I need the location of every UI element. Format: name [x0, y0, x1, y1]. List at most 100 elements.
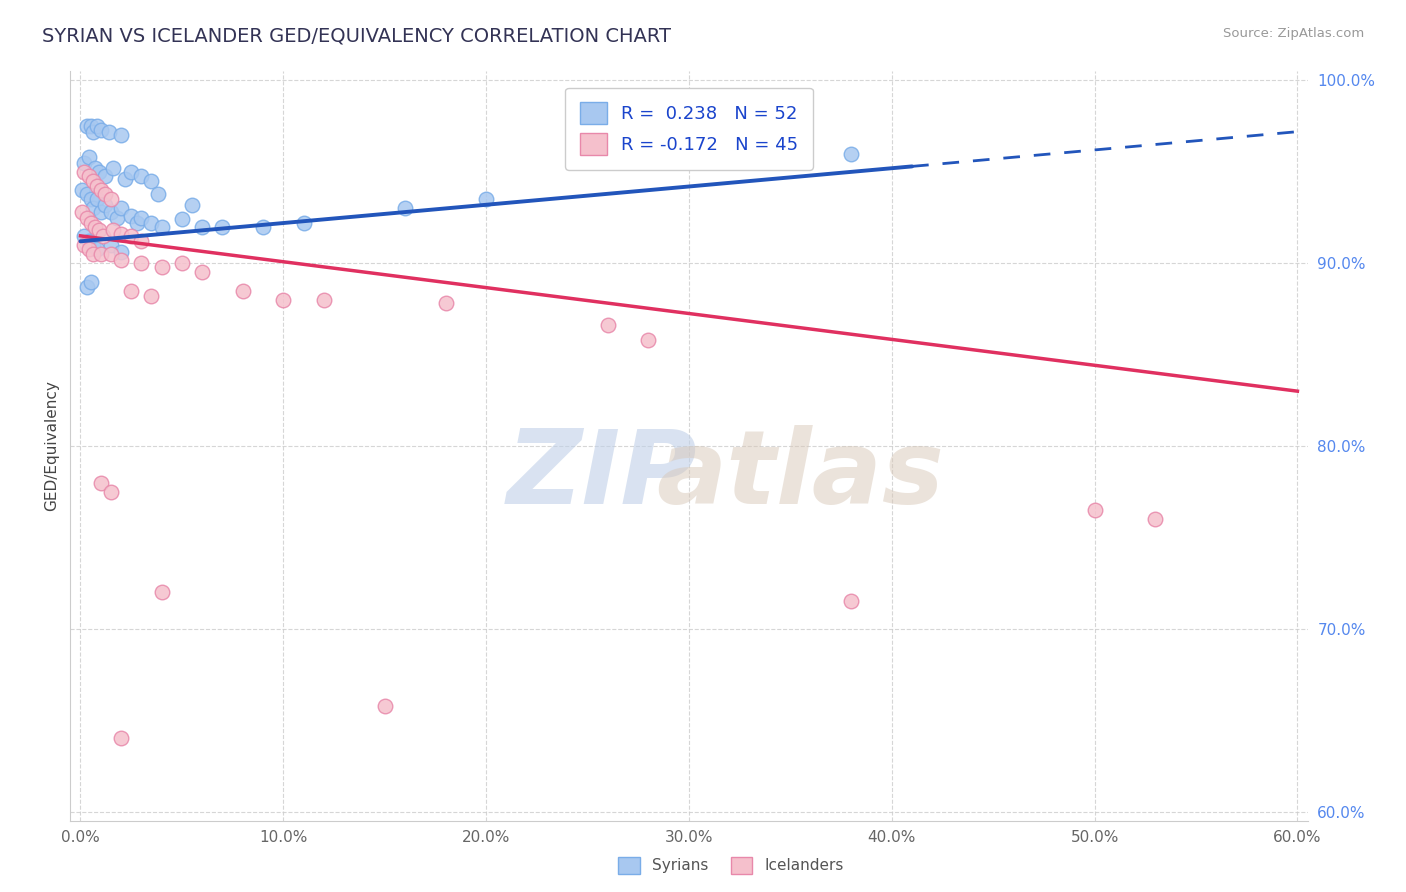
Point: [191, 265, 214, 279]
Point: [100, 192, 122, 206]
Point: [120, 284, 142, 298]
Point: [141, 289, 163, 303]
Text: atlas: atlas: [657, 425, 945, 526]
Point: [72, 205, 94, 219]
Point: [105, 211, 128, 225]
Point: [90, 183, 112, 197]
Point: [312, 293, 335, 307]
Point: [129, 169, 152, 183]
Text: SYRIAN VS ICELANDER GED/EQUIVALENCY CORRELATION CHART: SYRIAN VS ICELANDER GED/EQUIVALENCY CORR…: [42, 27, 671, 45]
Point: [100, 247, 122, 261]
Point: [120, 209, 142, 223]
Point: [82, 174, 104, 188]
Point: [232, 284, 254, 298]
Point: [129, 211, 152, 225]
Point: [170, 212, 193, 227]
Point: [596, 318, 619, 333]
Point: [82, 247, 104, 261]
Point: [79, 192, 101, 206]
Point: [252, 219, 274, 234]
Point: [94, 198, 117, 212]
Point: [129, 256, 152, 270]
Point: [110, 227, 132, 241]
Point: [114, 172, 136, 186]
Point: [150, 585, 173, 599]
Point: [73, 155, 96, 169]
Point: [1144, 512, 1167, 526]
Point: [73, 165, 96, 179]
Point: [77, 235, 100, 249]
Point: [90, 123, 112, 137]
Point: [120, 228, 142, 243]
Point: [211, 219, 233, 234]
Point: [73, 238, 96, 252]
Point: [110, 252, 132, 267]
Point: [101, 223, 124, 237]
Point: [100, 205, 122, 219]
Point: [76, 119, 98, 133]
Point: [101, 161, 124, 176]
Point: [100, 484, 122, 499]
Point: [150, 260, 173, 274]
Point: [87, 165, 110, 179]
Point: [374, 698, 396, 713]
Point: [73, 228, 96, 243]
Legend: R =  0.238   N = 52, R = -0.172   N = 45: R = 0.238 N = 52, R = -0.172 N = 45: [565, 88, 813, 169]
Point: [120, 165, 142, 179]
Point: [141, 174, 163, 188]
Point: [82, 238, 104, 252]
Point: [839, 594, 862, 608]
Point: [637, 333, 659, 347]
Point: [181, 198, 204, 212]
Point: [82, 202, 104, 216]
Point: [79, 119, 101, 133]
Point: [475, 192, 498, 206]
Point: [110, 245, 132, 260]
Point: [110, 202, 132, 216]
Point: [292, 216, 315, 230]
Point: [110, 128, 132, 143]
Point: [97, 125, 120, 139]
Point: [79, 275, 101, 289]
Point: [87, 223, 110, 237]
Point: [394, 202, 416, 216]
Point: [76, 280, 98, 294]
Point: [94, 169, 117, 183]
Point: [434, 296, 457, 310]
Point: [100, 238, 122, 252]
Point: [839, 146, 862, 161]
Point: [90, 247, 112, 261]
Point: [141, 216, 163, 230]
Point: [191, 219, 214, 234]
Point: [110, 731, 132, 746]
Point: [79, 216, 101, 230]
Point: [83, 161, 105, 176]
Point: [271, 293, 294, 307]
Point: [76, 186, 98, 201]
Text: ZIP: ZIP: [508, 425, 697, 526]
Point: [83, 219, 105, 234]
Point: [72, 183, 94, 197]
Point: [1084, 503, 1107, 517]
Point: [94, 186, 117, 201]
Point: [86, 179, 108, 194]
Point: [77, 150, 100, 164]
Point: [77, 169, 100, 183]
Point: [86, 192, 108, 206]
Text: Source: ZipAtlas.com: Source: ZipAtlas.com: [1223, 27, 1364, 40]
Point: [146, 186, 169, 201]
Point: [150, 219, 173, 234]
Point: [127, 216, 149, 230]
Point: [129, 235, 152, 249]
Point: [82, 125, 104, 139]
Y-axis label: GED/Equivalency: GED/Equivalency: [44, 381, 59, 511]
Point: [77, 242, 100, 256]
Point: [76, 211, 98, 225]
Legend: Syrians, Icelanders: Syrians, Icelanders: [612, 851, 851, 880]
Point: [170, 256, 193, 270]
Point: [90, 205, 112, 219]
Point: [91, 228, 114, 243]
Point: [90, 475, 112, 490]
Point: [86, 119, 108, 133]
Point: [86, 242, 108, 256]
